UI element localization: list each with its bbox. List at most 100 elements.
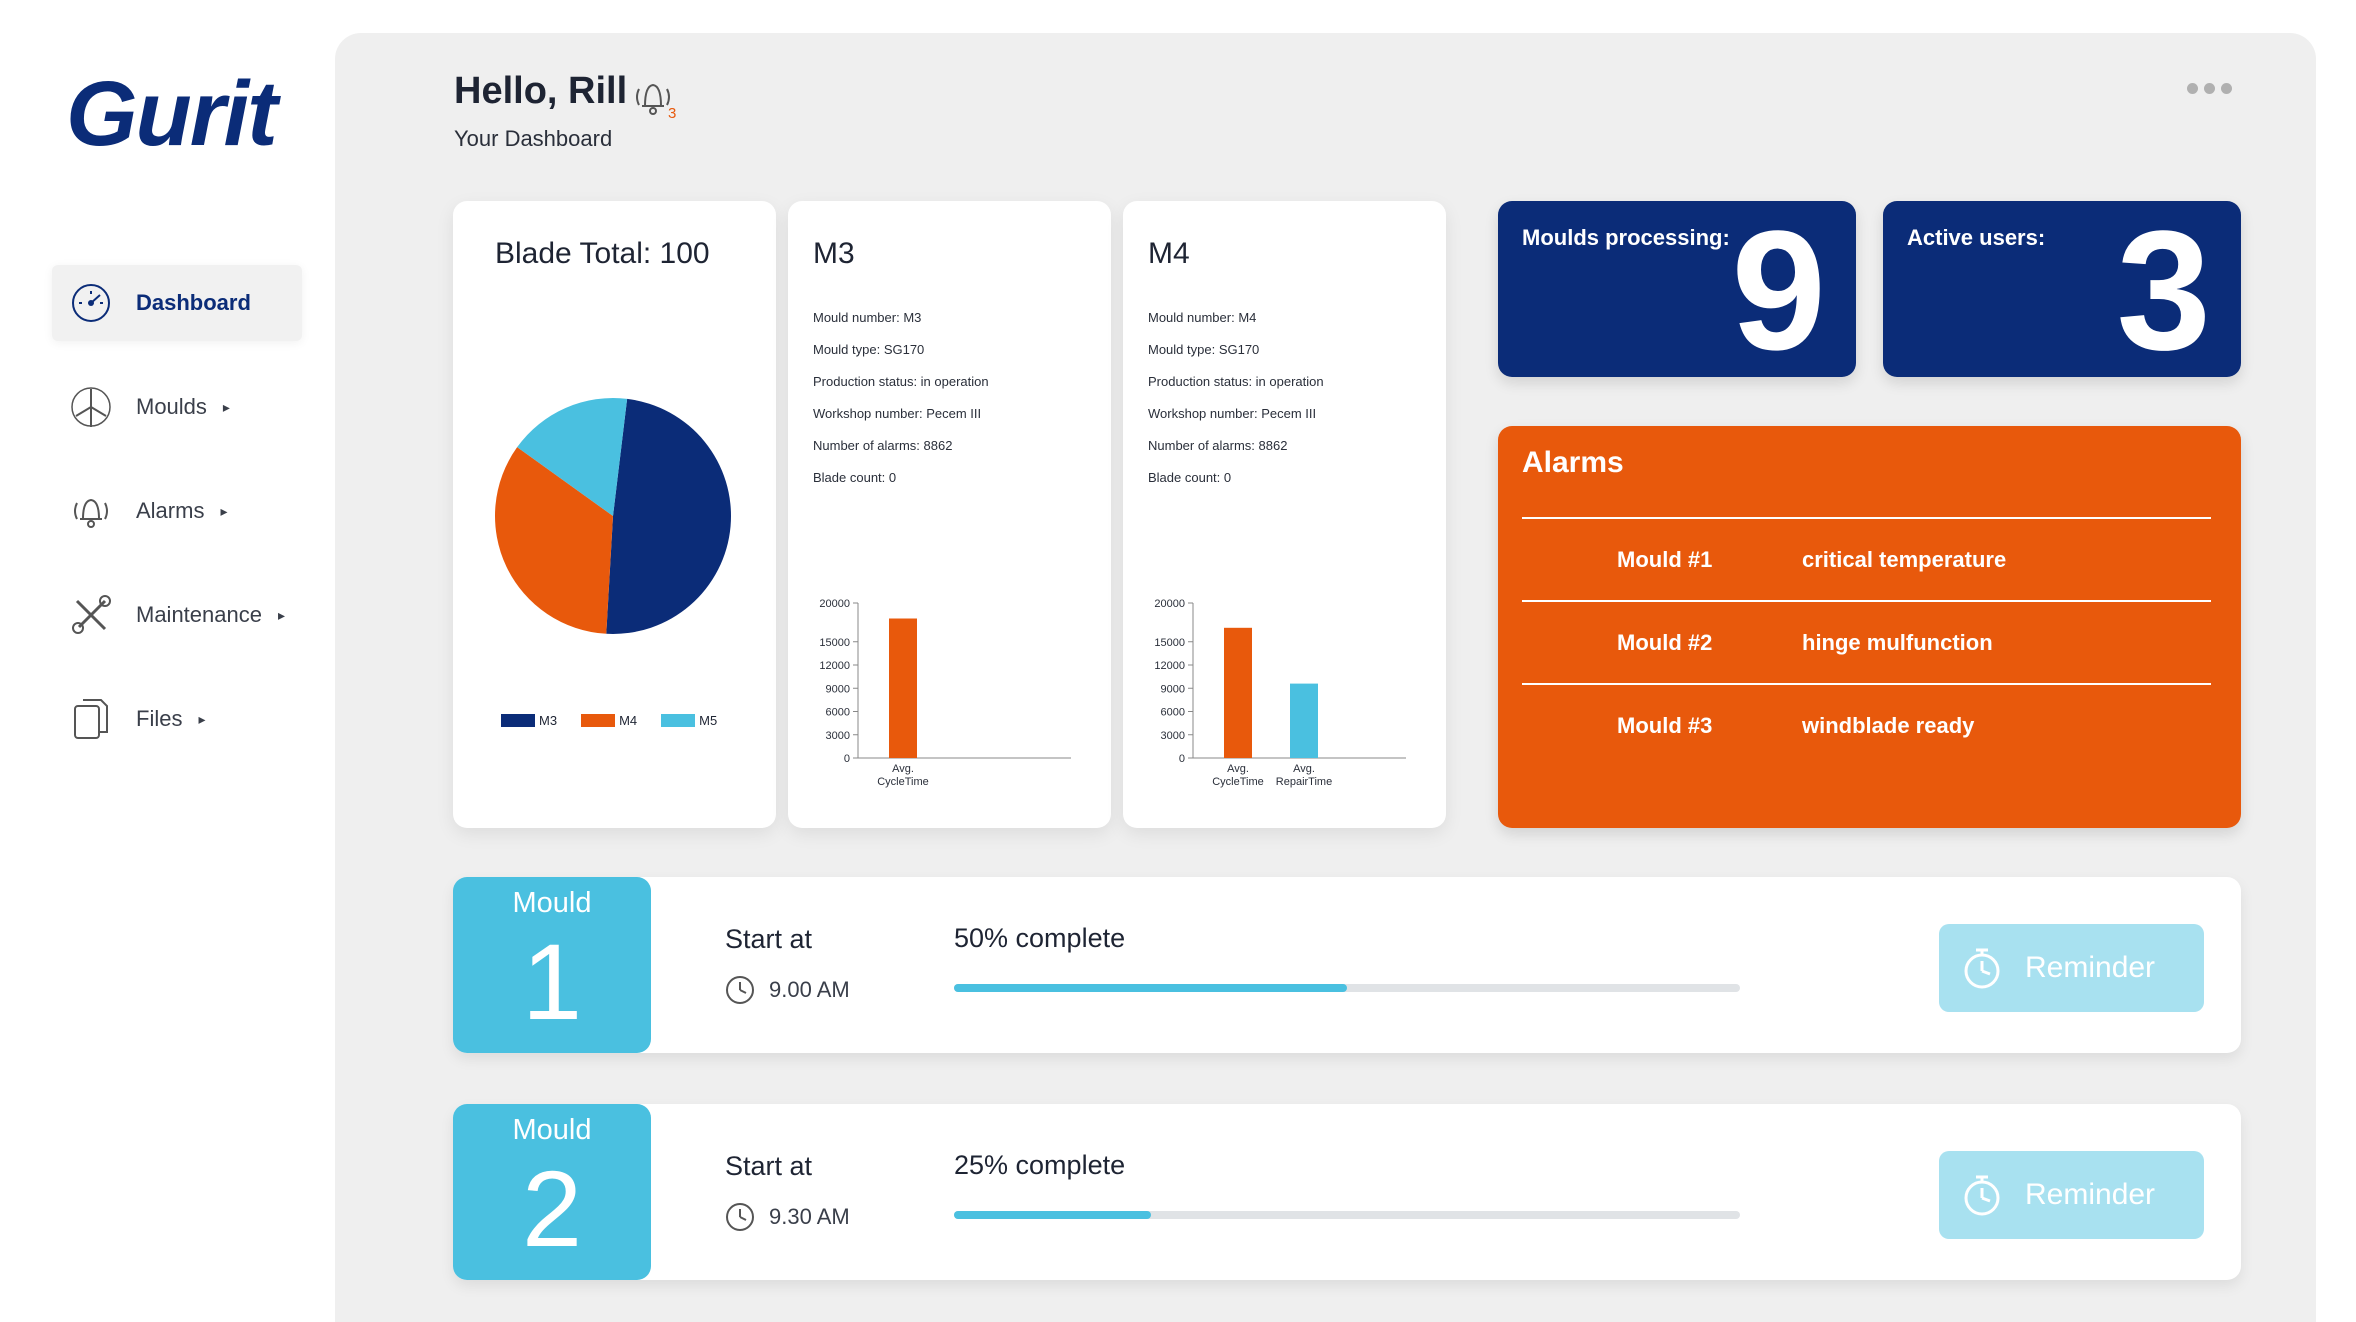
m3-info-list: Mould number: M3 Mould type: SG170 Produ… [813, 302, 989, 494]
reminder-button[interactable]: Reminder [1939, 1151, 2204, 1239]
m4-info-line: Mould type: SG170 [1148, 342, 1260, 357]
y-tick-label: 6000 [826, 707, 850, 719]
reminder-label: Reminder [2025, 1178, 2156, 1211]
y-tick-label: 0 [844, 753, 850, 765]
greeting: Hello, Rill [454, 70, 628, 112]
m3-info-line: Mould type: SG170 [813, 342, 925, 357]
legend-item-m3: M3 [501, 713, 557, 728]
sidebar-item-files[interactable]: Files ▸ [52, 681, 302, 757]
m4-info-list: Mould number: M4 Mould type: SG170 Produ… [1148, 302, 1324, 494]
tools-icon [68, 592, 114, 638]
blade-total-card: Blade Total: 100 M3 M4 M5 [453, 201, 776, 828]
progress-label: 25% complete [954, 1150, 1126, 1180]
alarm-mould: Mould #1 [1617, 546, 1713, 572]
sidebar-item-label: Moulds [136, 394, 207, 419]
speedometer-icon [68, 280, 114, 326]
active-users-label: Active users: [1907, 225, 2046, 250]
alarm-mould: Mould #3 [1617, 712, 1713, 738]
notification-count-badge: 3 [668, 105, 677, 122]
sidebar-item-alarms[interactable]: Alarms ▸ [52, 473, 302, 549]
caret-right-icon: ▸ [222, 398, 230, 415]
m4-info-line: Blade count: 0 [1148, 470, 1232, 485]
x-tick-label: CycleTime [1212, 776, 1264, 788]
progress-fill [954, 1211, 1151, 1219]
clock-icon [725, 1202, 755, 1232]
active-users-value: 3 [2116, 196, 2211, 386]
notification-bell-icon[interactable] [630, 76, 676, 120]
reminder-label: Reminder [2025, 951, 2156, 984]
sidebar-item-dashboard[interactable]: Dashboard [52, 265, 302, 341]
mould-tile-label: Mould [512, 1114, 592, 1146]
reminder-button[interactable]: Reminder [1939, 924, 2204, 1012]
main-content: Hello, Rill 3 Your Dashboard Blade Total… [335, 33, 2316, 1322]
m3-info-line: Production status: in operation [813, 374, 989, 389]
pie-slice-m5 [517, 398, 628, 516]
legend-item-m4: M4 [581, 713, 637, 728]
y-tick-label: 6000 [1161, 707, 1185, 719]
progress-bar [954, 1211, 1740, 1219]
legend-item-m5: M5 [661, 713, 717, 728]
alarm-message: critical temperature [1802, 546, 2007, 572]
progress-bar [954, 984, 1740, 992]
pie-legend: M3 M4 M5 [501, 713, 717, 728]
start-time: 9.00 AM [725, 975, 850, 1005]
start-time-value: 9.30 AM [769, 1204, 850, 1229]
sidebar-item-moulds[interactable]: Moulds ▸ [52, 369, 302, 445]
x-tick-label: CycleTime [877, 776, 929, 788]
progress-fill [954, 984, 1347, 992]
m3-bar-chart: 0 3000 6000 9000 12000 15000 20000 Avg.CycleTim… [819, 598, 1071, 788]
mould-tile: Mould 2 [453, 1104, 651, 1280]
y-tick-label: 9000 [826, 683, 850, 695]
mould-tile-number: 2 [521, 1148, 583, 1269]
start-at-label: Start at [725, 1151, 813, 1181]
sidebar-item-label: Maintenance [136, 602, 262, 627]
y-tick-label: 12000 [1154, 660, 1185, 672]
start-time-value: 9.00 AM [769, 977, 850, 1002]
active-users-card: Active users: 3 [1883, 201, 2241, 381]
m3-info-line: Blade count: 0 [813, 470, 897, 485]
alarms-title: Alarms [1522, 446, 1624, 479]
x-tick-label: Avg. [1227, 763, 1249, 775]
caret-right-icon: ▸ [277, 606, 286, 623]
wind-turbine-icon [68, 384, 114, 430]
m3-info-line: Number of alarms: 8862 [813, 438, 953, 453]
y-tick-label: 20000 [819, 598, 850, 610]
files-icon [68, 696, 114, 742]
sidebar-nav: Dashboard Moulds ▸ Alarms ▸ [52, 265, 302, 785]
alarm-row[interactable]: Mould #3 windblade ready [1522, 683, 2211, 766]
mould-tile-number: 1 [521, 921, 583, 1042]
alarm-row[interactable]: Mould #2 hinge mulfunction [1522, 600, 2211, 683]
alarm-message: hinge mulfunction [1802, 629, 1993, 655]
m3-title: M3 [813, 237, 855, 270]
moulds-processing-card: Moulds processing: 9 [1498, 201, 1856, 381]
progress-label: 50% complete [954, 923, 1126, 953]
mould-m3-card: M3 Mould number: M3 Mould type: SG170 Pr… [788, 201, 1111, 828]
sidebar: Gurit Dashboard Moulds ▸ Alarms [0, 0, 335, 1322]
m4-info-line: Mould number: M4 [1148, 310, 1257, 325]
m4-info-line: Workshop number: Pecem III [1148, 406, 1317, 421]
gurit-logo[interactable]: Gurit [66, 63, 278, 165]
m4-title: M4 [1148, 237, 1190, 270]
caret-right-icon: ▸ [220, 502, 228, 519]
sidebar-item-maintenance[interactable]: Maintenance ▸ [52, 577, 302, 653]
page-subtitle: Your Dashboard [454, 126, 613, 151]
alarm-message: windblade ready [1802, 712, 1975, 738]
sidebar-item-label: Alarms [136, 498, 205, 523]
y-tick-label: 3000 [826, 730, 850, 742]
alarm-row[interactable]: Mould #1 critical temperature [1522, 517, 2211, 600]
bar-avg-repairtime [1290, 683, 1318, 758]
y-tick-label: 15000 [819, 637, 850, 649]
mould-tile-label: Mould [512, 887, 592, 919]
mould-m4-card: M4 Mould number: M4 Mould type: SG170 Pr… [1123, 201, 1446, 828]
blade-pie-chart [495, 398, 731, 634]
m4-info-line: Production status: in operation [1148, 374, 1324, 389]
mould-progress-card: Mould 1 Start at 9.00 AM 50% complete Re… [453, 877, 2241, 1053]
start-time: 9.30 AM [725, 1202, 850, 1232]
alarms-panel: Alarms Mould #1 critical temperature Mou… [1498, 426, 2241, 828]
clock-icon [725, 975, 755, 1005]
y-tick-label: 3000 [1161, 730, 1185, 742]
more-options-icon[interactable] [2187, 83, 2232, 94]
m3-info-line: Workshop number: Pecem III [813, 406, 982, 421]
mould-tile: Mould 1 [453, 877, 651, 1053]
